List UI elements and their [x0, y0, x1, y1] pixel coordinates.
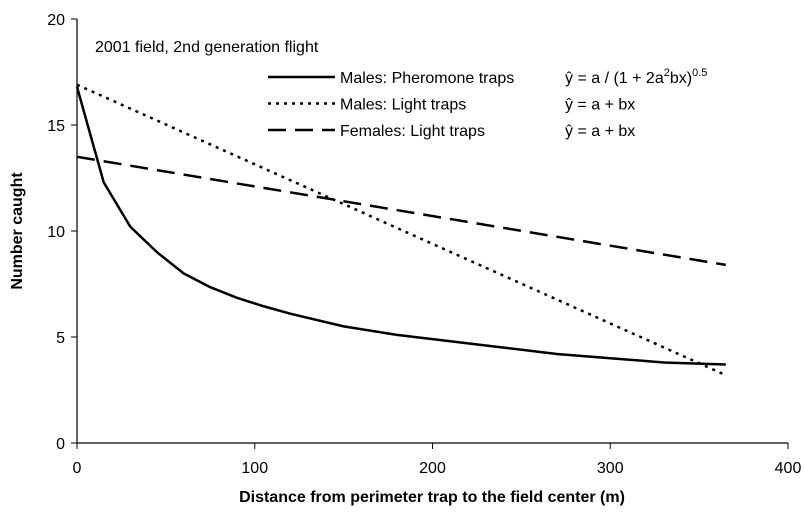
x-tick-label: 400: [775, 460, 802, 477]
chart-subtitle: 2001 field, 2nd generation flight: [95, 39, 319, 56]
y-tick-label: 20: [47, 12, 65, 29]
y-tick-label: 5: [56, 330, 65, 347]
equation-part: bx): [670, 70, 692, 87]
y-tick-label: 10: [47, 224, 65, 241]
y-tick-label: 0: [56, 436, 65, 453]
legend-label: Males: Pheromone traps: [340, 70, 514, 87]
x-tick-label: 0: [73, 460, 82, 477]
equation-part: ŷ = a + bx: [565, 123, 635, 140]
x-tick-label: 100: [241, 460, 268, 477]
y-tick-label: 15: [47, 118, 65, 135]
series-line: [75, 86, 726, 366]
legend-equation: ŷ = a + bx: [565, 123, 635, 140]
series-line: [76, 155, 726, 267]
y-axis-title: Number caught: [9, 172, 26, 290]
x-axis-title: Distance from perimeter trap to the fiel…: [239, 489, 625, 506]
legend-label: Females: Light traps: [340, 123, 485, 140]
equation-part: ŷ = a / (1 + 2a: [565, 70, 664, 87]
legend-equation: ŷ = a + bx: [565, 97, 635, 114]
x-tick-label: 300: [597, 460, 624, 477]
legend-equation: ŷ = a / (1 + 2a2bx)0.5: [565, 67, 707, 87]
equation-part: ŷ = a + bx: [565, 97, 635, 114]
equation-part: 2: [664, 67, 670, 79]
equation-part: 0.5: [692, 67, 707, 79]
x-tick-label: 200: [419, 460, 446, 477]
series-line: [76, 83, 727, 377]
legend-label: Males: Light traps: [340, 97, 466, 114]
